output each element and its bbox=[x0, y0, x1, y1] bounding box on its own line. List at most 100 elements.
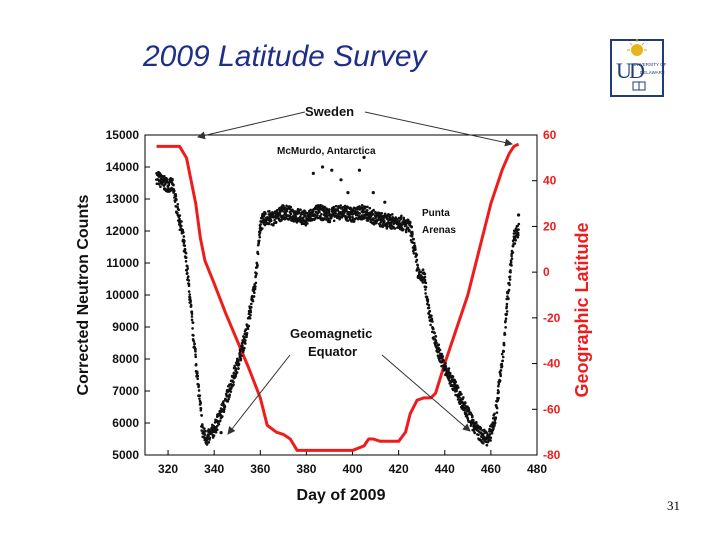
annotation-layer: Sweden McMurdo, Antarctica Punta Arenas … bbox=[197, 104, 513, 435]
count-point bbox=[295, 216, 298, 220]
count-point bbox=[378, 217, 381, 221]
count-point bbox=[507, 289, 510, 293]
count-point bbox=[393, 227, 397, 230]
count-point bbox=[421, 276, 424, 279]
count-point bbox=[334, 204, 338, 208]
count-point bbox=[232, 372, 236, 375]
count-point bbox=[306, 222, 309, 225]
count-point bbox=[479, 426, 483, 430]
count-point bbox=[493, 412, 496, 416]
annotation-sweden: Sweden bbox=[305, 104, 354, 119]
count-outlier-point bbox=[383, 200, 387, 204]
count-point bbox=[424, 288, 427, 291]
count-point bbox=[244, 328, 248, 332]
count-point bbox=[182, 235, 186, 238]
count-point bbox=[228, 393, 231, 397]
y-axis-label: Corrected Neutron Counts bbox=[75, 194, 92, 395]
count-point bbox=[299, 208, 302, 211]
count-point bbox=[239, 349, 242, 353]
count-point bbox=[218, 419, 222, 423]
count-point bbox=[256, 263, 259, 267]
count-point bbox=[254, 274, 258, 277]
count-point bbox=[281, 209, 285, 213]
count-outlier-point bbox=[219, 431, 223, 435]
count-point bbox=[188, 295, 192, 299]
y-tick-label: 15000 bbox=[106, 128, 140, 142]
count-point bbox=[234, 374, 238, 378]
count-point bbox=[196, 374, 200, 378]
count-outlier-point bbox=[320, 165, 325, 169]
count-point bbox=[398, 219, 401, 223]
count-point bbox=[180, 224, 183, 228]
y-tick-label: 6000 bbox=[112, 416, 139, 430]
svg-text:UNIVERSITY OF: UNIVERSITY OF bbox=[632, 62, 667, 67]
count-point bbox=[184, 251, 188, 255]
count-point bbox=[255, 261, 259, 265]
count-point bbox=[334, 212, 338, 215]
count-point bbox=[251, 299, 255, 303]
count-point bbox=[416, 263, 419, 267]
count-point bbox=[178, 214, 182, 217]
count-point bbox=[244, 339, 247, 342]
count-point bbox=[268, 209, 271, 213]
count-point bbox=[397, 216, 401, 220]
count-outlier-point bbox=[177, 219, 182, 223]
count-point bbox=[435, 341, 438, 345]
count-point bbox=[426, 300, 430, 303]
count-point bbox=[441, 357, 444, 360]
count-point bbox=[507, 297, 510, 300]
count-point bbox=[178, 217, 181, 221]
y-tick-label: 8000 bbox=[112, 352, 139, 366]
count-point bbox=[365, 209, 369, 212]
count-point bbox=[382, 217, 385, 220]
count-point bbox=[183, 244, 187, 247]
count-point bbox=[226, 394, 229, 398]
count-point bbox=[348, 216, 352, 219]
count-point bbox=[199, 407, 203, 410]
count-outlier-point bbox=[357, 168, 362, 172]
count-point bbox=[215, 428, 219, 432]
count-point bbox=[505, 305, 509, 308]
count-point bbox=[423, 275, 427, 279]
count-outlier-point bbox=[516, 213, 521, 217]
count-point bbox=[185, 269, 189, 272]
count-outlier-point bbox=[330, 168, 334, 172]
count-point bbox=[506, 295, 509, 298]
count-point bbox=[499, 373, 502, 377]
count-point bbox=[437, 343, 441, 347]
x-tick-label: 440 bbox=[435, 462, 455, 476]
y-tick-label: 12000 bbox=[106, 224, 140, 238]
count-point bbox=[200, 429, 204, 432]
count-point bbox=[503, 333, 506, 336]
count-point bbox=[190, 318, 194, 322]
ticks-layer: 320 340 360 380 400 420 440 460 4805000600070008… bbox=[106, 128, 561, 476]
slide-title: 2009 Latitude Survey bbox=[143, 40, 427, 73]
count-point bbox=[198, 402, 202, 406]
x-axis-label: Day of 2009 bbox=[297, 487, 386, 504]
count-point bbox=[495, 411, 499, 414]
count-point bbox=[374, 216, 377, 220]
count-point bbox=[493, 421, 497, 425]
count-point bbox=[237, 363, 240, 367]
count-point bbox=[210, 432, 213, 435]
count-point bbox=[456, 398, 460, 401]
count-point bbox=[163, 174, 166, 178]
count-point bbox=[252, 295, 256, 298]
count-outlier-point bbox=[339, 178, 343, 182]
count-point bbox=[421, 268, 425, 271]
count-point bbox=[423, 278, 427, 282]
count-point bbox=[509, 269, 512, 272]
count-point bbox=[192, 339, 196, 343]
count-point bbox=[416, 266, 420, 270]
count-point bbox=[259, 225, 262, 229]
x-tick-label: 480 bbox=[527, 462, 547, 476]
count-point bbox=[243, 346, 246, 350]
count-point bbox=[463, 401, 467, 404]
y-tick-label: 10000 bbox=[106, 288, 140, 302]
count-point bbox=[434, 339, 438, 343]
count-point bbox=[183, 239, 186, 243]
count-point bbox=[285, 204, 288, 208]
count-point bbox=[511, 244, 515, 247]
count-point bbox=[434, 335, 438, 338]
count-point bbox=[368, 206, 372, 210]
